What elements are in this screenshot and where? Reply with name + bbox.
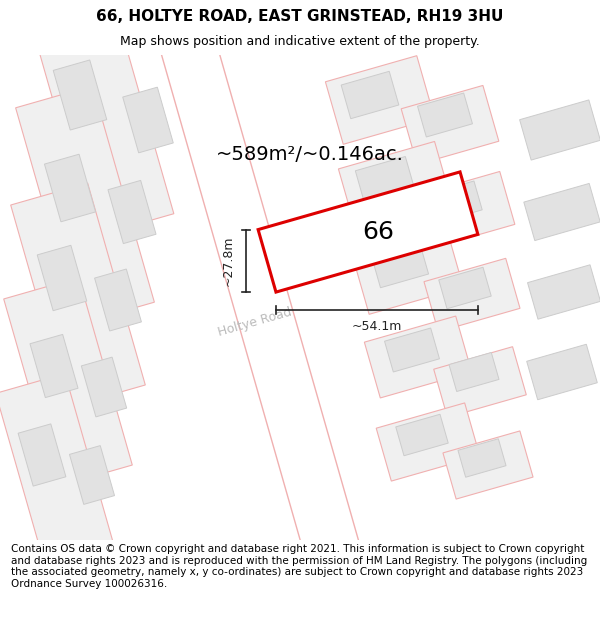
- Text: 66, HOLTYE ROAD, EAST GRINSTEAD, RH19 3HU: 66, HOLTYE ROAD, EAST GRINSTEAD, RH19 3H…: [97, 9, 503, 24]
- Polygon shape: [527, 265, 600, 319]
- Polygon shape: [415, 171, 515, 249]
- Polygon shape: [424, 258, 520, 332]
- Polygon shape: [364, 316, 472, 398]
- Polygon shape: [11, 183, 145, 407]
- Polygon shape: [434, 347, 526, 418]
- Polygon shape: [371, 242, 428, 288]
- Text: Map shows position and indicative extent of the property.: Map shows position and indicative extent…: [120, 35, 480, 48]
- Polygon shape: [428, 181, 482, 223]
- Polygon shape: [524, 183, 600, 241]
- Polygon shape: [70, 446, 115, 504]
- Polygon shape: [258, 172, 478, 292]
- Polygon shape: [4, 278, 132, 486]
- Polygon shape: [26, 0, 174, 237]
- Polygon shape: [449, 352, 499, 391]
- Polygon shape: [44, 154, 95, 222]
- Text: ~27.8m: ~27.8m: [221, 236, 235, 286]
- Polygon shape: [355, 156, 415, 204]
- Polygon shape: [16, 86, 154, 324]
- Polygon shape: [30, 334, 78, 398]
- Polygon shape: [385, 328, 439, 372]
- Text: 66: 66: [362, 220, 394, 244]
- Text: Contains OS data © Crown copyright and database right 2021. This information is : Contains OS data © Crown copyright and d…: [11, 544, 587, 589]
- Polygon shape: [95, 269, 142, 331]
- Polygon shape: [520, 100, 600, 160]
- Polygon shape: [353, 230, 463, 314]
- Text: ~54.1m: ~54.1m: [352, 319, 402, 332]
- Polygon shape: [82, 357, 127, 417]
- Polygon shape: [0, 374, 115, 566]
- Polygon shape: [527, 344, 598, 400]
- Polygon shape: [325, 56, 434, 144]
- Polygon shape: [439, 268, 491, 309]
- Polygon shape: [396, 414, 448, 456]
- Polygon shape: [18, 424, 66, 486]
- Polygon shape: [108, 181, 156, 244]
- Polygon shape: [37, 245, 87, 311]
- Polygon shape: [401, 86, 499, 164]
- Polygon shape: [341, 71, 399, 119]
- Text: Holtye Road: Holtye Road: [217, 305, 293, 339]
- Polygon shape: [338, 141, 452, 229]
- Polygon shape: [53, 60, 107, 130]
- Polygon shape: [376, 403, 480, 481]
- Polygon shape: [458, 439, 506, 478]
- Text: ~589m²/~0.146ac.: ~589m²/~0.146ac.: [216, 146, 404, 164]
- Polygon shape: [443, 431, 533, 499]
- Polygon shape: [123, 87, 173, 153]
- Polygon shape: [418, 93, 472, 137]
- Polygon shape: [158, 28, 362, 568]
